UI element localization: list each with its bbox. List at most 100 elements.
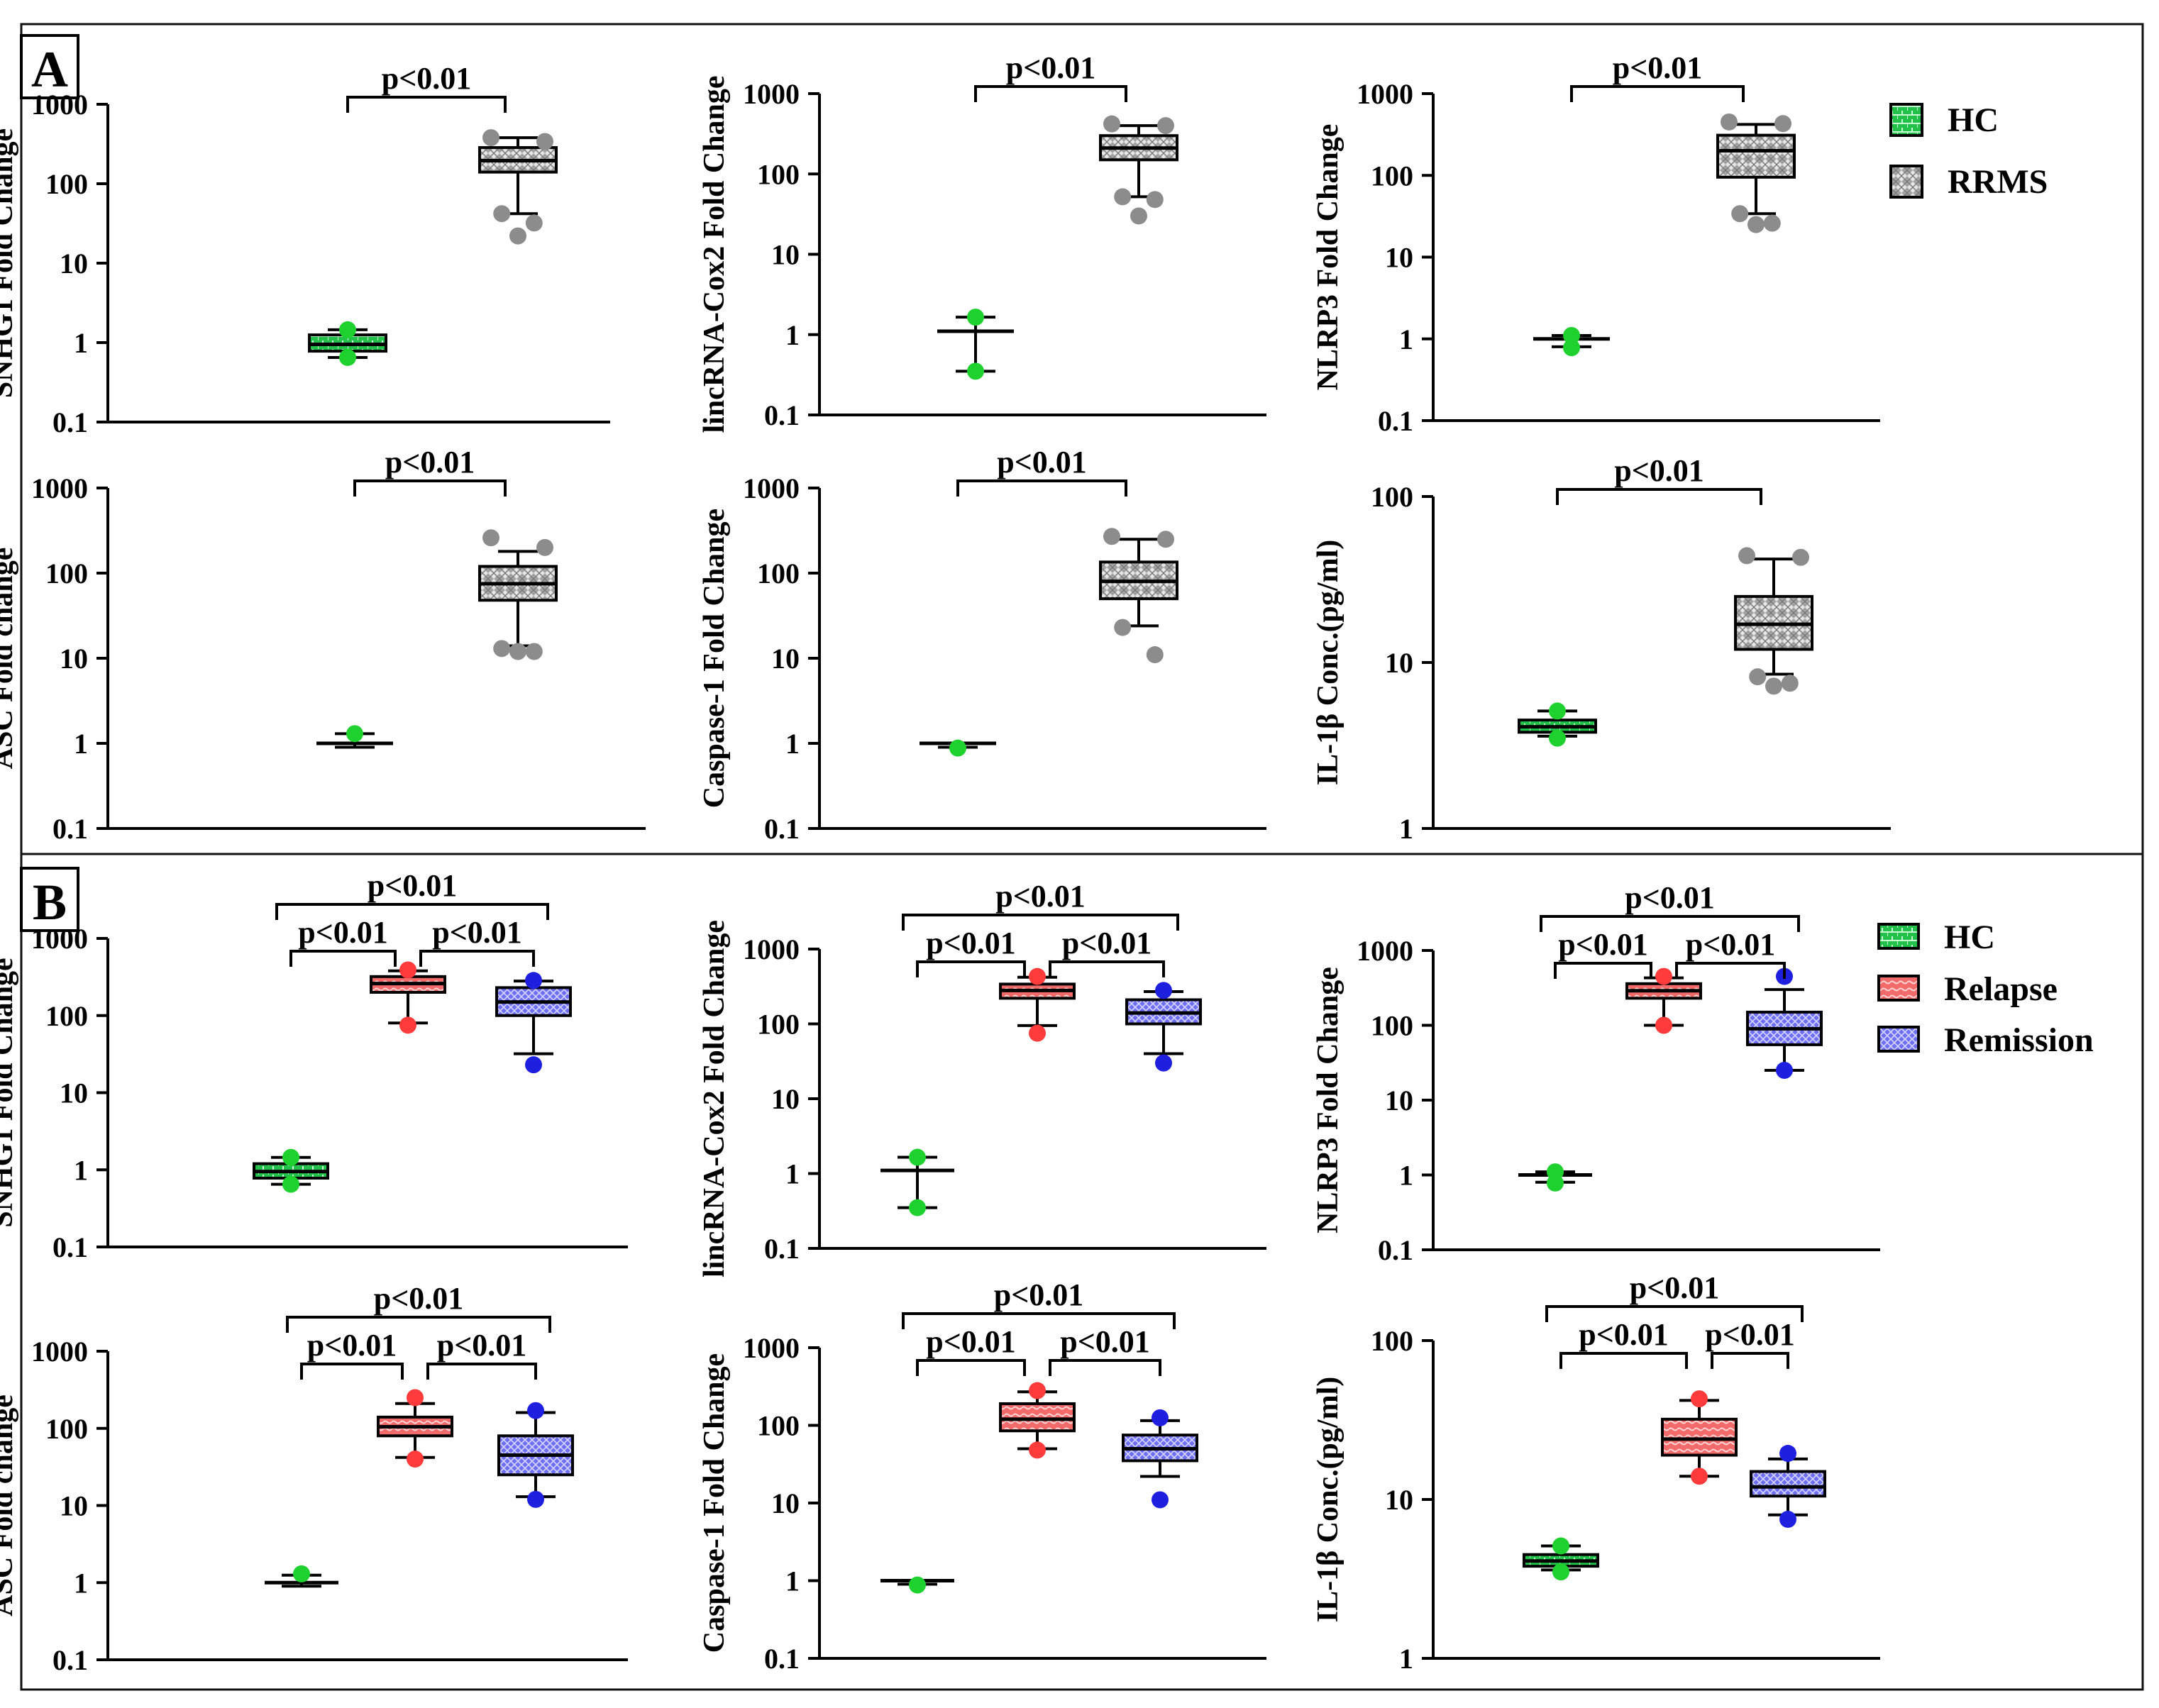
bracket-line [1559,1352,1688,1369]
data-point [1731,205,1749,223]
data-point [1029,1382,1046,1399]
significance-bracket: p<0.01 [289,915,397,967]
y-tick-label: 0.1 [1378,1234,1413,1266]
bracket-line [1545,1305,1804,1322]
y-tick-label: 10 [60,1490,88,1522]
p-value-label: p<0.01 [374,1281,464,1316]
box-iqr [1716,133,1796,179]
significance-bracket: p<0.01 [1675,927,1786,979]
data-point [482,529,499,547]
y-axis-label: IL-1β Conc.(pg/ml) [1312,540,1344,785]
significance-bracket: p<0.01 [1545,1270,1804,1322]
box-relapse [999,967,1076,1042]
data-point [527,1402,544,1419]
y-tick-label: 100 [1371,160,1413,192]
y-tick-label: 1 [1399,1643,1413,1675]
y-axis-label: NLRP3 Fold Change [1312,967,1344,1233]
legend-label-hc-b: HC [1944,919,1995,956]
data-point [1029,1024,1046,1042]
box-remission [1122,1409,1198,1509]
p-value-label: p<0.01 [1630,1270,1720,1305]
significance-bracket: p<0.01 [300,1328,404,1380]
y-tick-label: 1 [1399,813,1413,845]
y-axis-label: SNHG1 Fold Change [0,128,19,398]
box-hc [880,1576,954,1594]
bracket-line [1049,960,1165,977]
data-point [1721,113,1738,131]
box-rrms [478,129,558,245]
data-point [1157,117,1174,135]
legend-swatch-hc-b [1877,923,1920,950]
box-remission [1125,982,1202,1072]
box-relapse [1661,1390,1738,1485]
p-value-label: p<0.01 [298,915,388,950]
data-point [1549,729,1566,747]
box-hc [265,1565,338,1588]
significance-bracket: p<0.01 [1705,1317,1795,1369]
y-tick-label: 0.1 [53,406,88,438]
box-remission [1746,967,1823,1080]
y-tick-label: 1 [785,728,800,760]
data-point [1146,646,1164,664]
data-point [1146,191,1164,209]
significance-bracket: p<0.01 [286,1281,551,1333]
y-tick-label: 10 [60,1077,88,1109]
p-value-label: p<0.01 [926,926,1016,960]
data-point [1552,1537,1569,1555]
data-point [1152,1409,1169,1426]
legend-swatch-rrms [1889,165,1923,199]
y-axis-label: IL-1β Conc.(pg/ml) [1312,1377,1344,1622]
data-point [1691,1390,1708,1408]
data-point [339,321,356,338]
panel-b-frame [20,853,2144,1691]
y-axis-label: lincRNA-Cox2 Fold Change [698,920,731,1277]
y-tick-label: 1 [785,1158,800,1190]
box-hc [1533,326,1610,357]
significance-bracket: p<0.01 [1049,1324,1161,1376]
significance-bracket: p<0.01 [346,61,507,113]
bracket-line [956,479,1127,497]
y-axis-label: ASC Fold change [0,548,19,770]
y-tick-label: 10 [1385,242,1413,274]
y-tick-label: 1 [1399,1160,1413,1192]
box-iqr [999,1402,1076,1433]
box-hc [308,321,387,366]
y-axis-label: NLRP3 Fold Change [1312,124,1344,391]
p-value-label: p<0.01 [382,61,472,96]
data-point [407,1451,424,1468]
box-rrms [1734,547,1813,695]
p-value-label: p<0.01 [1686,927,1776,962]
bracket-line [353,479,507,497]
panel-b-letter: B [33,874,67,931]
bracket-line [1711,1352,1789,1369]
data-point [1749,668,1767,686]
chart-5: 0.1 1 10 100 1000 Caspase-1 Fold Change p<0.01 [698,445,1266,845]
y-tick-label: 100 [757,1009,800,1041]
data-point [399,961,416,979]
y-tick-label: 1000 [743,78,800,110]
box-hc [1523,1537,1599,1581]
data-point [1114,188,1132,206]
bracket-line [419,950,535,967]
p-value-label: p<0.01 [307,1328,397,1363]
y-tick-label: 1000 [31,923,88,955]
box-hc [253,1148,329,1193]
y-tick-label: 10 [1385,1085,1413,1116]
box-iqr [1661,1417,1738,1457]
legend-label-remission: Remission [1944,1021,2094,1059]
bracket-line [1049,1359,1161,1376]
data-point [1765,677,1782,695]
p-value-label: p<0.01 [368,868,458,903]
y-tick-label: 0.1 [53,813,88,845]
p-value-label: p<0.01 [1614,453,1704,488]
panel-a-letter: A [31,41,68,98]
bracket-line [286,1316,551,1333]
data-point [527,1490,544,1508]
legend-swatch-remission [1877,1026,1920,1053]
chart-7: 0.1 1 10 100 1000 SNHG1 Fold Change p<0.01 p<0.… [0,868,628,1263]
significance-bracket: p<0.01 [1556,453,1762,505]
data-point [1103,115,1120,133]
significance-bracket: p<0.01 [902,1277,1176,1329]
y-tick-label: 1000 [1357,78,1413,110]
chart-11: 0.1 1 10 100 1000 Caspase-1 Fold Change p<0.01… [698,1277,1266,1675]
